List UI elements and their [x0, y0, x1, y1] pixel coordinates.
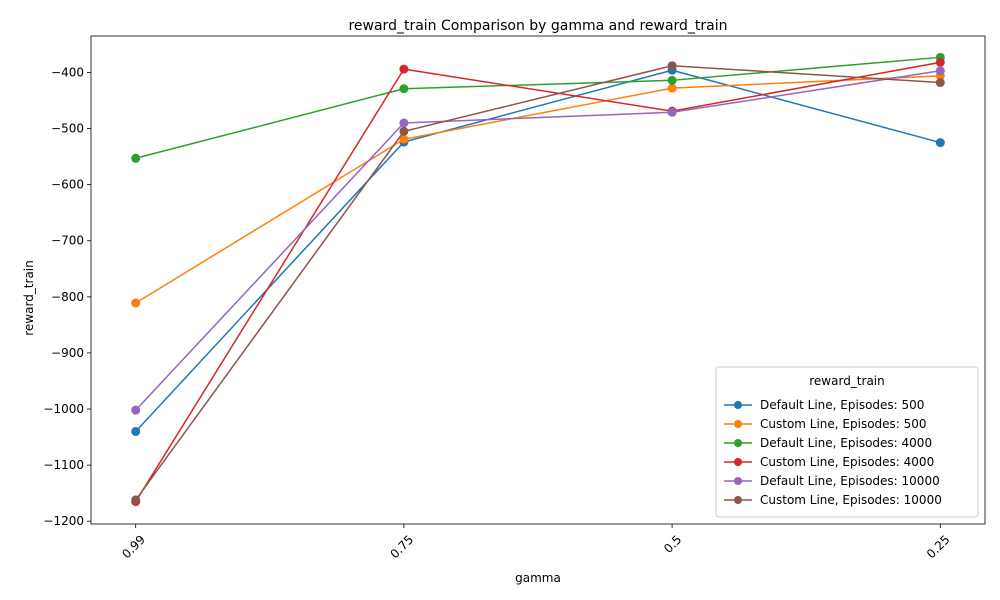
data-point [935, 66, 945, 76]
y-tick-label: −1200 [43, 514, 84, 528]
data-point [935, 57, 945, 67]
legend-entry-label: Default Line, Episodes: 4000 [760, 436, 932, 450]
legend-entry-label: Custom Line, Episodes: 500 [760, 417, 927, 431]
legend-title: reward_train [809, 374, 885, 388]
data-point [399, 126, 409, 136]
data-point [667, 107, 677, 117]
data-point [935, 138, 945, 148]
legend: reward_train Default Line, Episodes: 500 C… [715, 366, 979, 518]
data-point [131, 298, 141, 308]
data-point [667, 61, 677, 71]
series-line [135, 56, 941, 160]
data-point [399, 64, 409, 74]
legend-swatch-marker [734, 439, 742, 447]
data-point [131, 405, 141, 415]
legend-swatch-marker [734, 477, 742, 485]
data-point [935, 78, 945, 88]
y-tick-label: −600 [51, 178, 84, 192]
series-line [135, 75, 941, 304]
legend-entry-label: Default Line, Episodes: 10000 [760, 474, 940, 488]
legend-swatch-marker [734, 420, 742, 428]
y-tick-label: −500 [51, 122, 84, 136]
data-point [667, 75, 677, 85]
axes-frame [90, 35, 986, 525]
chart-title: reward_train Comparison by gamma and rew… [348, 18, 727, 34]
y-tick-label: −900 [51, 346, 84, 360]
data-point [131, 153, 141, 163]
series-line [135, 61, 941, 502]
data-point [399, 84, 409, 94]
series-line [135, 64, 941, 501]
legend-swatch-marker [734, 458, 742, 466]
y-axis-label: reward_train [22, 260, 36, 336]
legend-entry-label: Custom Line, Episodes: 4000 [760, 455, 934, 469]
data-point [667, 83, 677, 93]
data-point [131, 495, 141, 505]
series-line [135, 70, 941, 411]
legend-box [715, 366, 979, 518]
legend-swatch-marker [734, 401, 742, 409]
y-tick-label: −1100 [43, 458, 84, 472]
legend-swatch-marker [734, 496, 742, 504]
y-tick-label: −800 [51, 290, 84, 304]
legend-entry-label: Default Line, Episodes: 500 [760, 398, 924, 412]
data-point [399, 118, 409, 128]
data-point [131, 426, 141, 436]
y-tick-label: −700 [51, 234, 84, 248]
x-axis-label: gamma [515, 571, 561, 585]
y-tick-label: −400 [51, 65, 84, 79]
y-tick-label: −1000 [43, 402, 84, 416]
legend-entry-label: Custom Line, Episodes: 10000 [760, 493, 942, 507]
